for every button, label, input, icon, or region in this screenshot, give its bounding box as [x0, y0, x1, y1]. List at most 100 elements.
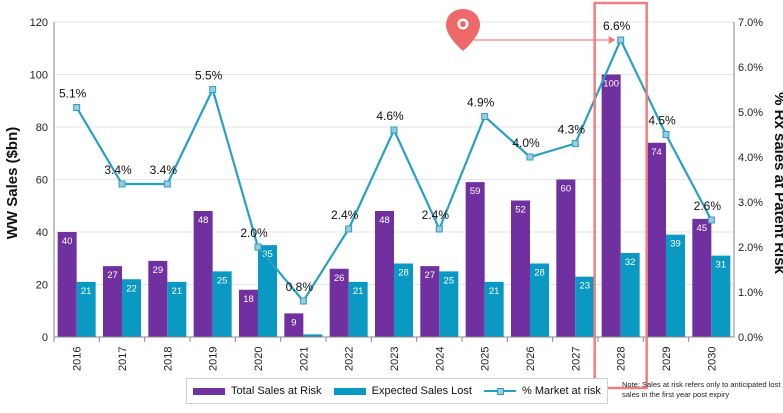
bar-label-total: 48: [198, 215, 209, 226]
market-risk-label: 2.0%: [240, 226, 268, 240]
bar-lost: [394, 263, 413, 337]
bar-label-lost: 25: [217, 275, 228, 286]
bar-label-lost: 28: [534, 268, 545, 279]
x-tick-label: 2026: [525, 347, 537, 371]
bar-label-lost: 25: [444, 275, 455, 286]
footnote: Note: Sales at risk refers only to antic…: [622, 380, 781, 399]
bar-lost: [212, 271, 232, 337]
map-pin-icon: [446, 9, 480, 51]
highlight-annotation: [446, 1, 648, 390]
market-risk-point: [481, 113, 489, 120]
market-risk-label: 4.0%: [512, 136, 540, 150]
bar-label-total: 27: [107, 270, 118, 281]
market-risk-point: [299, 297, 307, 305]
market-risk-point: [707, 216, 715, 224]
market-risk-point: [390, 126, 398, 134]
bar-lost: [666, 234, 685, 337]
legend-item-total: Total Sales at Risk: [193, 385, 322, 397]
market-risk-label: 4.3%: [558, 123, 586, 137]
x-tick-label: 2028: [616, 347, 628, 371]
bar-label-total: 45: [697, 223, 708, 234]
market-risk-point: [209, 86, 217, 93]
bar-total: [420, 266, 440, 337]
bar-total: [329, 268, 349, 337]
y2-tick-label: 1.0%: [738, 287, 763, 299]
y2-tick-label: 6.0%: [738, 62, 763, 74]
bar-lost: [711, 255, 731, 337]
bar-lost: [258, 245, 277, 337]
bar-label-total: 26: [334, 273, 345, 284]
market-risk-point: [526, 153, 534, 161]
x-tick-label: 2022: [344, 347, 356, 371]
bar-total: [148, 260, 168, 337]
bar-label-total: 29: [153, 265, 164, 276]
bar-total: [647, 142, 666, 337]
bar-label-total: 18: [243, 294, 254, 305]
bar-label-lost: 22: [126, 283, 137, 294]
market-risk-label: 2.4%: [331, 208, 359, 222]
bar-label-lost: 28: [398, 268, 409, 279]
legend-item-lost: Expected Sales Lost: [333, 385, 472, 397]
x-tick-label: 2029: [661, 347, 673, 371]
bar-lost: [484, 281, 504, 337]
bar-lost: [348, 281, 368, 337]
bar-label-total: 74: [651, 147, 662, 158]
market-risk-label: 3.4%: [150, 163, 178, 177]
x-tick-label: 2030: [706, 347, 718, 371]
bar-total: [57, 232, 77, 337]
bar-total: [465, 182, 485, 337]
bar-lost: [620, 253, 640, 337]
bar-label-lost: 21: [353, 286, 364, 297]
market-risk-point: [571, 140, 579, 147]
y2-tick-label: 0.0%: [738, 332, 763, 344]
bar-lost: [167, 281, 187, 337]
y-tick-label: 120: [30, 17, 48, 29]
y-tick-label: 60: [36, 175, 48, 187]
bar-total: [692, 218, 712, 337]
legend-label-lost: Expected Sales Lost: [371, 385, 472, 397]
bar-label-lost: 39: [670, 239, 681, 250]
x-tick-label: 2021: [298, 347, 310, 371]
x-tick-label: 2027: [570, 347, 582, 371]
market-risk-label: 5.5%: [195, 69, 223, 83]
bar-total: [601, 74, 621, 337]
bar-total: [511, 200, 530, 337]
market-risk-point: [163, 180, 171, 188]
x-tick-label: 2017: [117, 347, 129, 371]
y2-axis-title: % Rx sales at Patent Risk: [771, 92, 783, 274]
x-tick-label: 2019: [208, 347, 220, 371]
y2-tick-label: 5.0%: [738, 107, 763, 119]
y-tick-label: 100: [30, 70, 48, 82]
market-risk-point: [617, 36, 625, 44]
bar-total: [284, 313, 304, 337]
y2-tick-label: 4.0%: [738, 152, 763, 164]
y2-tick-label: 2.0%: [738, 242, 763, 254]
map-pin-dot: [460, 21, 466, 27]
market-risk-label: 4.9%: [467, 96, 495, 110]
market-risk-label: 3.4%: [104, 163, 132, 177]
market-risk-label: 6.6%: [603, 19, 631, 33]
market-risk-label: 4.5%: [648, 114, 676, 128]
bar-lost: [122, 279, 141, 337]
bar-lost: [530, 263, 549, 337]
bar-label-lost: 35: [262, 249, 273, 260]
bars: 40 21 27 22 29 21 48 25 18 35 9 1 26 21 48 28 27 25 59 21 52…: [57, 74, 731, 349]
legend-label-market: % Market at risk: [522, 385, 601, 397]
legend-swatch-lost: [333, 387, 366, 395]
x-tick-label: 2018: [162, 347, 174, 371]
legend-swatch-total: [193, 387, 226, 395]
bar-label-total: 40: [62, 236, 73, 247]
market-risk-point: [345, 225, 353, 233]
bar-total: [375, 211, 394, 337]
market-risk-point: [254, 243, 262, 251]
market-risk-label: 2.6%: [694, 199, 722, 213]
x-tick-label: 2023: [389, 347, 401, 371]
market-risk-label: 2.4%: [422, 208, 450, 222]
bar-lost: [76, 281, 96, 337]
market-risk-point: [118, 180, 126, 188]
bar-label-total: 100: [603, 79, 619, 90]
highlight-box-2028: [593, 1, 648, 390]
x-tick-label: 2024: [434, 347, 446, 371]
y-tick-label: 20: [36, 280, 48, 292]
